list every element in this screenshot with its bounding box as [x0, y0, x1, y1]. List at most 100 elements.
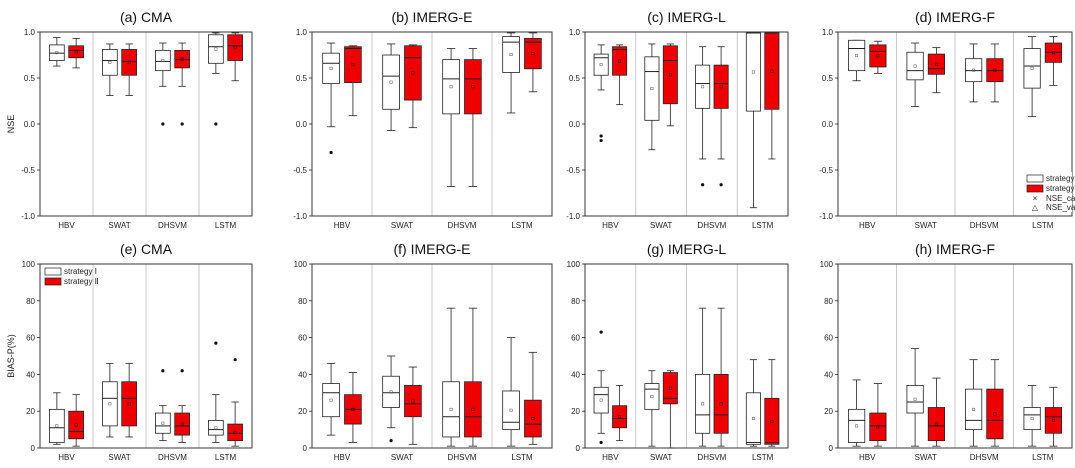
x-tick-label: HBV [58, 221, 75, 230]
plot-frame [311, 31, 553, 217]
mean-marker [876, 425, 880, 429]
mean-marker [233, 46, 237, 50]
y-tick-label: -1.0 [566, 212, 580, 221]
y-tick-label: -1.0 [293, 212, 307, 221]
y-tick-label: -0.5 [819, 166, 833, 175]
y-tick-label: 20 [571, 407, 580, 416]
outlier-point [329, 150, 333, 155]
panel-7: (h) IMERG-F 0 20 40 60 80 100 HBV SWAT DHSVM LSTM [820, 241, 1073, 462]
box-body [612, 46, 628, 76]
mean-marker [770, 69, 774, 73]
box-body [986, 388, 1004, 440]
x-tick-label: SWAT [915, 453, 937, 462]
box-body [174, 412, 190, 436]
box-body [869, 44, 887, 68]
mean-marker [74, 50, 78, 54]
box-strategy-1-hbv [322, 42, 340, 155]
box-strategy-2-hbv [68, 38, 84, 69]
y-tick-label: 0.5 [569, 74, 581, 83]
box-strategy-1-dhsvm [965, 359, 983, 447]
outlier-point [389, 439, 393, 443]
x-tick-label: DHSVM [970, 453, 999, 462]
mean-marker [471, 85, 475, 89]
box-body [121, 49, 137, 76]
mean-marker [180, 57, 184, 61]
legend-swatch-strategy-2 [1026, 184, 1044, 193]
mean-marker [161, 59, 165, 62]
legend-label-strategy-2: strategy Ⅱ [1046, 184, 1075, 193]
box-body [155, 50, 171, 72]
x-tick-label: HBV [334, 453, 351, 462]
mean-marker [913, 397, 917, 401]
x-tick-label: HBV [602, 221, 619, 230]
legend-label-cal: NSE_cal [1046, 194, 1075, 203]
y-tick-label: 1.0 [296, 28, 308, 37]
box-strategy-1-swat [102, 43, 118, 96]
legend-label-val: NSE_val [1046, 203, 1075, 212]
panel-1: (b) IMERG-E -1.0 -0.5 0.0 0.5 1.0 HBV SWAT DHSVM… [293, 9, 553, 230]
mean-marker [668, 386, 672, 390]
outlier-point [161, 369, 165, 373]
mean-marker [913, 64, 917, 68]
mean-marker [599, 398, 603, 402]
mean-marker [531, 52, 535, 56]
x-tick-label: DHSVM [158, 453, 187, 462]
mean-marker [411, 399, 415, 403]
box-body [927, 53, 945, 75]
mean-marker [127, 60, 131, 64]
y-tick-label: 20 [824, 407, 833, 416]
panel-title: (c) IMERG-L [647, 9, 726, 25]
mean-marker [351, 407, 355, 411]
y-tick-label: 60 [298, 334, 307, 343]
mean-marker [934, 422, 938, 426]
box-body [848, 408, 866, 443]
box-strategy-2-swat [927, 377, 945, 447]
y-tick-label: 40 [824, 370, 833, 379]
mean-marker [751, 417, 755, 421]
mean-marker [449, 85, 453, 89]
box-body [745, 32, 761, 112]
box-strategy-1-hbv [593, 330, 609, 445]
y-tick-label: 20 [298, 407, 307, 416]
box-strategy-1-swat [382, 355, 400, 443]
box-strategy-1-swat [644, 370, 660, 447]
x-tick-label: HBV [58, 453, 75, 462]
mean-marker [972, 68, 976, 72]
x-tick-label: LSTM [1032, 221, 1054, 230]
y-tick-label: 80 [298, 297, 307, 306]
legend-swatch-strategy-1 [1026, 174, 1044, 183]
box-strategy-1-swat [644, 43, 660, 151]
y-tick-label: 40 [571, 370, 580, 379]
box-strategy-2-lstm [1044, 386, 1062, 447]
y-tick-label: -0.5 [566, 166, 580, 175]
box-body [869, 412, 887, 442]
mean-marker [1030, 66, 1034, 70]
y-tick-label: 0.0 [822, 120, 834, 129]
mean-marker [650, 87, 654, 91]
mean-marker [74, 423, 78, 427]
box-strategy-1-hbv [322, 362, 340, 436]
box-strategy-2-dhsvm [986, 43, 1004, 103]
box-strategy-1-swat [906, 348, 924, 447]
box-body [227, 34, 243, 61]
box-body [927, 407, 945, 442]
mean-marker [329, 398, 333, 402]
box-strategy-2-lstm [764, 359, 780, 447]
box-strategy-1-lstm [745, 359, 761, 447]
mean-marker [351, 63, 355, 67]
box-strategy-1-dhsvm [155, 369, 171, 442]
box-body [1044, 407, 1062, 434]
legend-swatch-strategy-2 [44, 277, 62, 286]
panel-6: (g) IMERG-L 0 20 40 60 80 100 HBV SWAT DHSVM LSTM [567, 241, 789, 462]
box-body [906, 51, 924, 81]
box-strategy-2-dhsvm [464, 48, 482, 187]
box-body [524, 38, 542, 70]
outlier-point [214, 122, 218, 126]
panel-2: (c) IMERG-L -1.0 -0.5 0.0 0.5 1.0 HBV SWAT DHSVM… [566, 9, 789, 230]
mean-marker [55, 424, 59, 428]
mean-marker [389, 390, 393, 394]
box-body [404, 385, 422, 418]
